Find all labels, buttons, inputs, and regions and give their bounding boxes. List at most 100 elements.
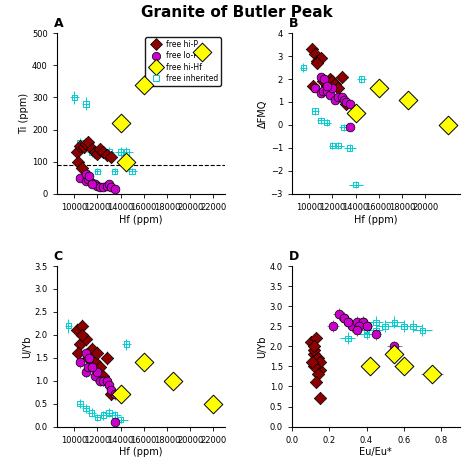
- Point: [419, 327, 426, 334]
- Point: [340, 314, 348, 322]
- Point: [311, 84, 319, 92]
- Point: [100, 377, 107, 384]
- Point: [93, 150, 101, 157]
- Point: [93, 349, 101, 357]
- Point: [311, 108, 319, 115]
- Point: [310, 351, 318, 358]
- Point: [311, 50, 319, 58]
- Point: [82, 404, 90, 412]
- Point: [105, 382, 113, 389]
- Point: [363, 322, 370, 330]
- Point: [323, 82, 330, 90]
- Point: [117, 119, 124, 127]
- Point: [329, 322, 337, 330]
- Point: [84, 138, 92, 146]
- Point: [340, 96, 348, 103]
- Point: [391, 343, 398, 350]
- Legend: free hi-P, free lo-P, free hi-Hf, free inherited: free hi-P, free lo-P, free hi-Hf, free i…: [145, 37, 221, 86]
- Point: [82, 100, 90, 108]
- Y-axis label: U/Yb: U/Yb: [257, 335, 267, 357]
- Point: [93, 414, 101, 421]
- Point: [363, 327, 370, 334]
- Point: [400, 322, 408, 330]
- Point: [123, 340, 130, 348]
- Point: [108, 183, 115, 191]
- Point: [344, 335, 352, 342]
- Point: [410, 322, 417, 330]
- Point: [128, 167, 136, 175]
- Point: [91, 148, 99, 156]
- Point: [108, 391, 115, 398]
- Point: [93, 368, 101, 375]
- Text: C: C: [54, 250, 63, 263]
- Point: [317, 73, 325, 81]
- Point: [88, 148, 95, 156]
- Point: [310, 346, 318, 354]
- Point: [111, 418, 118, 426]
- Point: [73, 148, 81, 156]
- Point: [100, 148, 107, 156]
- Point: [100, 148, 107, 156]
- Point: [76, 138, 84, 146]
- Point: [344, 319, 352, 326]
- X-axis label: Hf (ppm): Hf (ppm): [119, 447, 163, 457]
- Text: Granite of Butler Peak: Granite of Butler Peak: [141, 5, 333, 20]
- Point: [335, 142, 342, 149]
- Point: [391, 351, 398, 358]
- Point: [103, 354, 110, 362]
- Point: [76, 340, 84, 348]
- Point: [314, 57, 321, 64]
- Point: [88, 345, 95, 352]
- Point: [328, 78, 336, 85]
- Point: [76, 358, 84, 366]
- Point: [103, 151, 110, 159]
- Point: [382, 322, 389, 330]
- Point: [103, 182, 110, 190]
- Point: [359, 319, 366, 326]
- Point: [79, 331, 86, 338]
- Point: [88, 409, 95, 417]
- Point: [169, 377, 176, 384]
- Point: [354, 319, 361, 326]
- Point: [348, 322, 356, 330]
- Point: [105, 409, 113, 417]
- Point: [316, 366, 324, 374]
- Point: [307, 338, 314, 346]
- Point: [100, 183, 107, 191]
- Point: [84, 175, 92, 183]
- Point: [300, 64, 307, 72]
- Point: [314, 371, 322, 378]
- Point: [198, 49, 205, 56]
- Point: [310, 363, 318, 370]
- Point: [108, 153, 115, 161]
- Point: [309, 358, 316, 366]
- Point: [117, 391, 124, 398]
- Point: [123, 158, 130, 165]
- Point: [76, 174, 84, 182]
- Point: [82, 169, 90, 177]
- Point: [356, 322, 363, 330]
- Point: [91, 373, 99, 380]
- Y-axis label: Ti (ppm): Ti (ppm): [19, 93, 29, 134]
- Point: [76, 142, 84, 149]
- Point: [91, 180, 99, 188]
- Point: [82, 171, 90, 178]
- Point: [108, 386, 115, 394]
- Point: [96, 377, 103, 384]
- Point: [331, 80, 338, 87]
- Point: [314, 355, 322, 362]
- Point: [335, 84, 342, 92]
- Point: [82, 177, 90, 185]
- Text: A: A: [54, 17, 63, 30]
- Point: [82, 140, 90, 148]
- Point: [428, 371, 436, 378]
- X-axis label: Eu/Eu*: Eu/Eu*: [359, 447, 392, 457]
- Point: [79, 164, 86, 172]
- Point: [404, 96, 411, 103]
- Point: [84, 354, 92, 362]
- Point: [328, 84, 336, 92]
- Point: [111, 185, 118, 193]
- Point: [93, 182, 101, 190]
- Point: [85, 354, 93, 362]
- Point: [314, 59, 321, 67]
